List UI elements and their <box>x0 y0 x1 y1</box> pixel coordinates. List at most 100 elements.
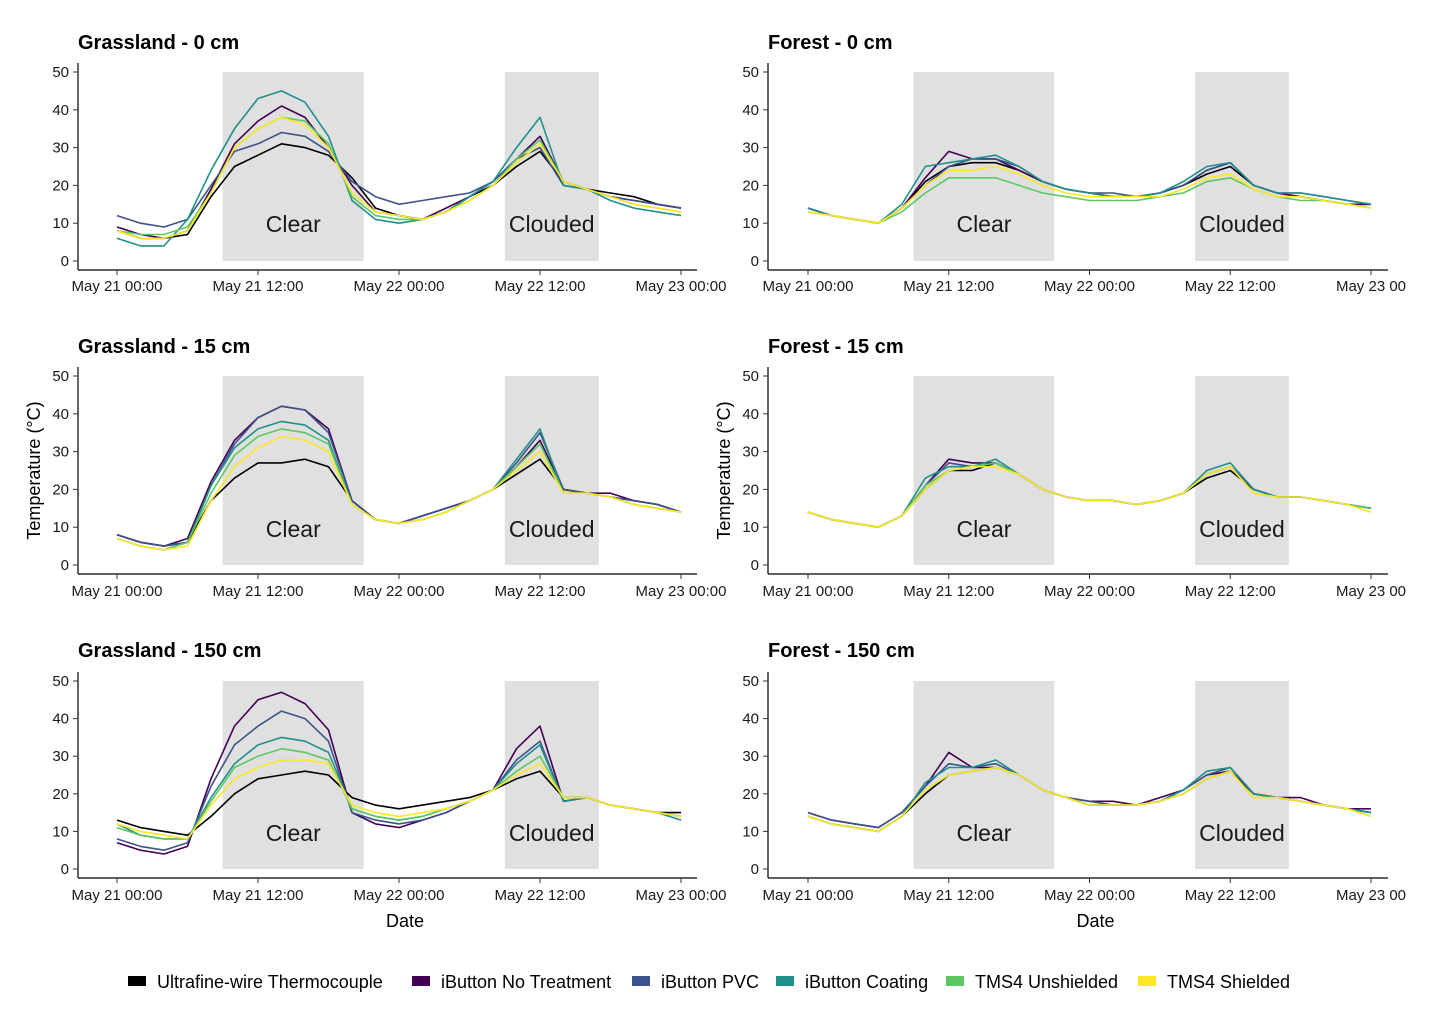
y-axis-label: Temperature (°C) <box>714 401 734 539</box>
y-tick-label: 40 <box>52 711 69 728</box>
x-tick-label: May 21 00:00 <box>763 887 854 904</box>
y-tick-label: 20 <box>742 481 759 498</box>
x-tick-label: May 23 00 <box>1336 583 1406 600</box>
legend-item: iButton PVC <box>632 972 759 992</box>
series-line <box>807 766 1372 833</box>
panel-title: Grassland - 0 cm <box>78 32 239 54</box>
series-line <box>807 154 1372 224</box>
shaded-period <box>913 72 1055 261</box>
x-tick-label: May 21 00:00 <box>763 583 854 600</box>
y-tick-label: 0 <box>751 253 759 270</box>
shaded-period-label: Clear <box>266 820 321 846</box>
y-tick-label: 40 <box>52 102 69 119</box>
y-tick-label: 0 <box>751 861 759 878</box>
x-tick-label: May 21 12:00 <box>213 583 304 600</box>
x-tick-label: May 22 12:00 <box>1185 278 1276 295</box>
x-tick-label: May 22 12:00 <box>495 887 586 904</box>
legend-swatch <box>776 976 794 986</box>
x-tick-label: May 22 12:00 <box>1185 887 1276 904</box>
y-tick-label: 10 <box>742 823 759 840</box>
panel-title: Forest - 0 cm <box>768 32 892 54</box>
y-tick-label: 20 <box>52 786 69 803</box>
legend-label: iButton No Treatment <box>441 972 611 992</box>
y-tick-label: 10 <box>742 519 759 536</box>
x-tick-label: May 22 00:00 <box>1044 278 1135 295</box>
x-tick-label: May 23 00 <box>1336 887 1406 904</box>
x-tick-label: May 21 00:00 <box>763 278 854 295</box>
y-tick-label: 30 <box>52 444 69 461</box>
y-tick-label: 30 <box>742 748 759 765</box>
x-tick-label: May 21 12:00 <box>903 887 994 904</box>
x-axis-label: Date <box>386 911 424 931</box>
legend-label: Ultrafine-wire Thermocouple <box>157 972 383 992</box>
x-tick-label: May 21 00:00 <box>72 278 163 295</box>
shaded-period-label: Clear <box>266 516 321 542</box>
y-tick-label: 0 <box>751 557 759 574</box>
legend-label: TMS4 Shielded <box>1167 972 1290 992</box>
shaded-period-label: Clouded <box>509 211 595 237</box>
series-line <box>116 435 682 551</box>
x-tick-label: May 21 12:00 <box>213 278 304 295</box>
y-tick-label: 50 <box>52 64 69 81</box>
y-tick-label: 40 <box>742 102 759 119</box>
y-tick-label: 30 <box>52 748 69 765</box>
x-tick-label: May 21 00:00 <box>72 583 163 600</box>
shaded-period-label: Clouded <box>1199 516 1285 542</box>
shaded-period-label: Clear <box>956 211 1011 237</box>
x-tick-label: May 23 00:00 <box>636 887 727 904</box>
x-tick-label: May 22 00:00 <box>354 583 445 600</box>
shaded-period-label: Clouded <box>1199 211 1285 237</box>
series-line <box>807 165 1372 224</box>
panel: Grassland - 150 cm Clear Clouded 0 10 20 30 40 5… <box>52 640 726 931</box>
y-tick-label: 20 <box>52 481 69 498</box>
y-tick-label: 30 <box>742 140 759 157</box>
x-tick-label: May 22 12:00 <box>1185 583 1276 600</box>
legend-label: iButton Coating <box>805 972 928 992</box>
legend-item: TMS4 Unshielded <box>946 972 1118 992</box>
shaded-period-label: Clouded <box>509 820 595 846</box>
y-tick-label: 10 <box>52 823 69 840</box>
legend-item: TMS4 Shielded <box>1138 972 1290 992</box>
x-tick-label: May 23 00:00 <box>636 583 727 600</box>
panel-title: Grassland - 150 cm <box>78 640 261 662</box>
y-tick-label: 50 <box>742 673 759 690</box>
panel-title: Forest - 150 cm <box>768 640 915 662</box>
y-tick-label: 50 <box>742 368 759 385</box>
x-axis-label: Date <box>1076 911 1114 931</box>
panels: Grassland - 0 cm Clear Clouded 0 10 20 30 40 50 M… <box>24 32 1406 931</box>
shaded-period-label: Clear <box>956 516 1011 542</box>
panel: Grassland - 15 cm Clear Clouded 0 10 20 30 40 50… <box>24 336 726 600</box>
shaded-period-label: Clear <box>956 820 1011 846</box>
y-tick-label: 0 <box>61 253 69 270</box>
y-tick-label: 50 <box>52 368 69 385</box>
legend-item: Ultrafine-wire Thermocouple <box>128 972 383 992</box>
y-tick-label: 20 <box>742 786 759 803</box>
legend-item: iButton No Treatment <box>412 972 611 992</box>
y-tick-label: 40 <box>742 406 759 423</box>
legend: Ultrafine-wire Thermocouple iButton No Tr… <box>128 972 1290 992</box>
shaded-period <box>504 376 599 565</box>
x-tick-label: May 21 12:00 <box>903 583 994 600</box>
x-tick-label: May 23 00:00 <box>636 278 727 295</box>
y-tick-label: 0 <box>61 557 69 574</box>
shaded-period <box>913 376 1055 565</box>
shaded-period <box>1195 376 1289 565</box>
y-tick-label: 0 <box>61 861 69 878</box>
y-tick-label: 20 <box>52 177 69 194</box>
x-tick-label: May 21 12:00 <box>213 887 304 904</box>
panel: Grassland - 0 cm Clear Clouded 0 10 20 30 40 50 M… <box>52 32 726 295</box>
legend-label: iButton PVC <box>661 972 759 992</box>
panel: Forest - 15 cm Clear Clouded 0 10 20 30 40 50 May… <box>714 336 1406 600</box>
y-tick-label: 40 <box>742 711 759 728</box>
series-line <box>116 759 682 840</box>
panel: Forest - 150 cm Clear Clouded 0 10 20 30 40 50 Ma… <box>742 640 1406 931</box>
x-tick-label: May 22 00:00 <box>354 887 445 904</box>
x-tick-label: May 21 00:00 <box>72 887 163 904</box>
y-tick-label: 50 <box>52 673 69 690</box>
legend-swatch <box>1138 976 1156 986</box>
shaded-period-label: Clouded <box>1199 820 1285 846</box>
x-tick-label: May 22 12:00 <box>495 278 586 295</box>
legend-swatch <box>946 976 964 986</box>
y-tick-label: 10 <box>52 215 69 232</box>
